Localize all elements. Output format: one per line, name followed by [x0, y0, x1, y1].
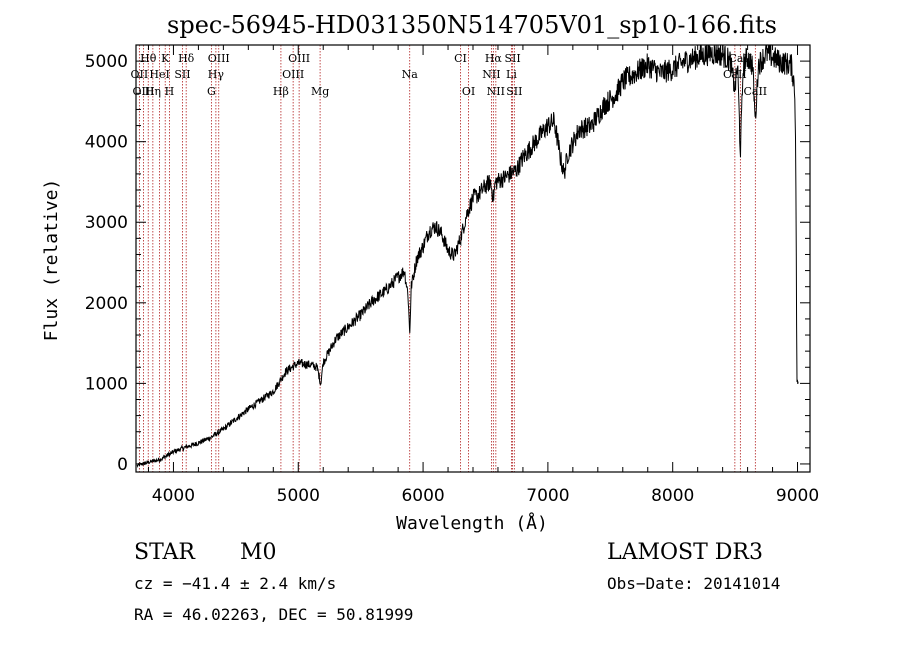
x-tick-label: 9000 [776, 486, 819, 506]
x-tick-label: 4000 [152, 486, 195, 506]
spectral-line-label: NII [487, 85, 505, 98]
spectral-line-label: Li [506, 68, 517, 81]
spectral-line-label: NII [482, 68, 500, 81]
spectral-line-label: CaII [723, 68, 747, 81]
object-subclass: M0 [240, 540, 277, 565]
spectral-line-label: SII [174, 68, 190, 81]
observation-date: Obs−Date: 20141014 [607, 574, 780, 593]
spectral-line-label: Hθ [140, 52, 157, 65]
spectral-line-label: G [207, 85, 216, 98]
x-tick-label: 5000 [277, 486, 320, 506]
spectral-line-markers [138, 45, 756, 472]
y-tick-label: 4000 [85, 133, 128, 153]
spectral-line-label: Hδ [178, 52, 195, 65]
y-axis-ticks: 0 1000 2000 3000 4000 5000 [85, 52, 810, 475]
spectral-line-label: OIII [282, 68, 304, 81]
spectral-line-label: K [161, 52, 170, 65]
spectral-line-label: OIII [208, 52, 230, 65]
spectral-line-label: Hβ [273, 85, 289, 98]
spectral-line-label: OIII [288, 52, 310, 65]
spectral-line-label: SII [504, 52, 520, 65]
y-tick-label: 0 [117, 455, 128, 475]
spectral-line-label: OII [131, 68, 149, 81]
x-tick-label: 8000 [651, 486, 694, 506]
spectral-line-label: Hγ [208, 68, 225, 81]
spectral-line-label: Na [402, 68, 419, 81]
chart-title: spec-56945-HD031350N514705V01_sp10-166.f… [167, 11, 777, 39]
spectral-line-label: Hα [485, 52, 503, 65]
x-axis-label: Wavelength (Å) [396, 512, 548, 534]
spectral-line-label: CI [454, 52, 467, 65]
y-tick-label: 1000 [85, 374, 128, 394]
plot-frame [135, 44, 811, 473]
spectral-line-label: CaII [743, 85, 767, 98]
spectral-line-label: HeI [149, 68, 169, 81]
redshift-velocity: cz = −41.4 ± 2.4 km/s [134, 574, 336, 593]
y-axis-label: Flux (relative) [41, 179, 62, 342]
object-class: STAR [134, 540, 196, 565]
spectral-line-label: OIII [132, 85, 154, 98]
y-tick-label: 5000 [85, 52, 128, 72]
spectral-line-label: H [165, 85, 175, 98]
spectral-line-label: SII [506, 85, 522, 98]
y-tick-label: 2000 [85, 294, 128, 314]
spectral-line-label: Hη [145, 85, 161, 98]
coordinates: RA = 46.02263, DEC = 50.81999 [134, 605, 413, 624]
x-axis-ticks: 4000 5000 6000 7000 8000 9000 [147, 45, 819, 506]
spectral-line-label: Mg [311, 85, 329, 98]
flux-series-line [136, 44, 799, 468]
x-tick-label: 7000 [526, 486, 569, 506]
y-tick-label: 3000 [85, 213, 128, 233]
spectral-line-label: OI [462, 85, 475, 98]
survey-name: LAMOST DR3 [607, 540, 763, 565]
x-tick-label: 6000 [401, 486, 444, 506]
